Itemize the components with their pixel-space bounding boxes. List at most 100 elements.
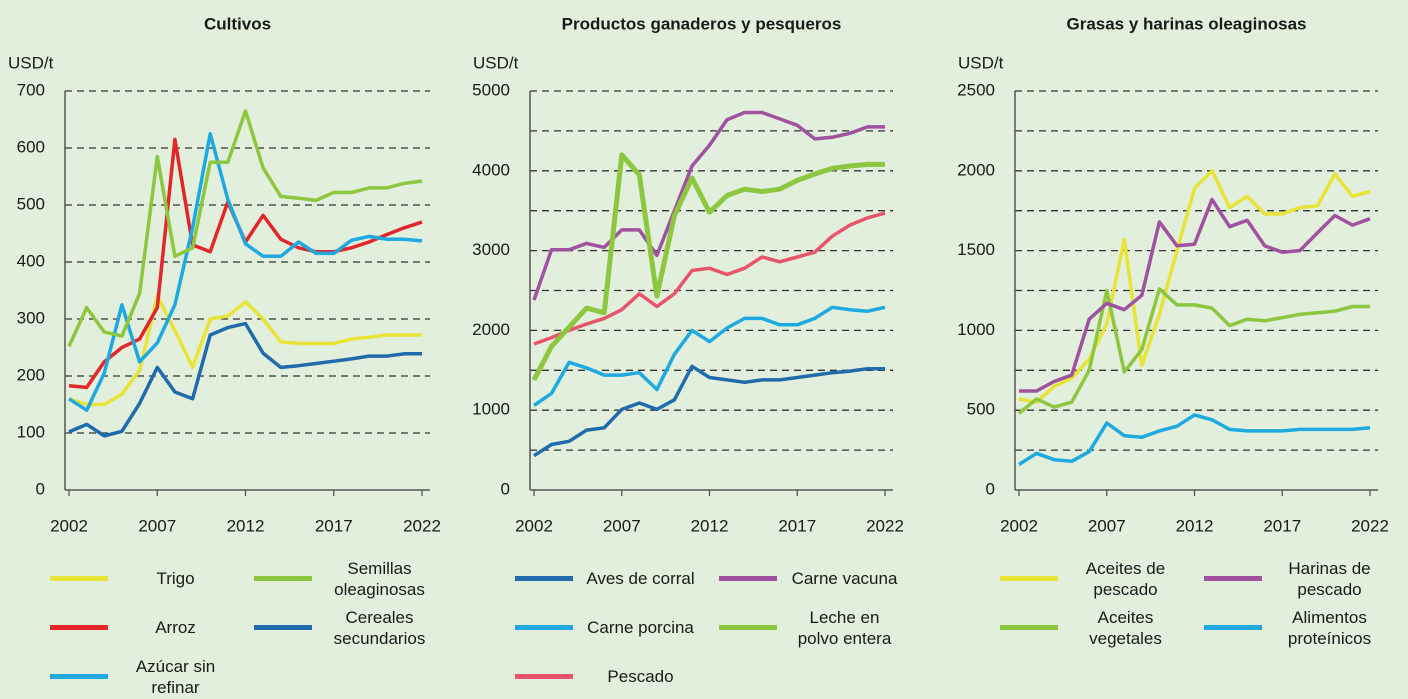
legend-swatch — [254, 576, 312, 581]
legend-item: Alimentos proteínicos — [1204, 605, 1394, 650]
y-tick-label: 0 — [501, 479, 510, 498]
series-line — [68, 137, 423, 390]
x-tick-label: 2022 — [866, 516, 904, 535]
legend-item: Azúcar sin refinar — [50, 654, 240, 699]
legend-label: Carne vacuna — [791, 569, 898, 588]
legend-label: Aceites de pescado — [1085, 558, 1166, 599]
legend-label: Aceites vegetales — [1089, 607, 1162, 648]
legend: Aceites de pescado Aceites vegetales Harin… — [1000, 556, 1394, 650]
legend-swatch — [719, 576, 777, 581]
x-tick-label: 2002 — [50, 516, 88, 535]
series-line — [67, 109, 423, 348]
y-tick-label: 2000 — [957, 160, 995, 179]
x-tick-label: 2017 — [315, 516, 353, 535]
y-tick-label: 500 — [967, 400, 995, 419]
x-tick-label: 2012 — [1176, 516, 1214, 535]
legend-item: Semillas oleaginosas — [254, 556, 444, 601]
x-tick-label: 2022 — [403, 516, 441, 535]
y-tick-label: 1000 — [472, 400, 510, 419]
legend-swatch — [1000, 576, 1058, 581]
y-tick-label: 200 — [17, 365, 45, 384]
legend-swatch — [50, 576, 108, 581]
series-line — [533, 364, 885, 458]
y-tick-label: 2500 — [957, 80, 995, 99]
legend-swatch — [1204, 576, 1262, 581]
legend-label: Pescado — [607, 667, 674, 686]
y-tick-label: 500 — [17, 194, 45, 213]
legend-label: Azúcar sin refinar — [135, 656, 216, 697]
y-tick-label: 0 — [36, 479, 45, 498]
y-tick-label: 2000 — [472, 320, 510, 339]
legend-label: Semillas oleaginosas — [334, 558, 425, 599]
legend: Aves de corral Carne porcina Pescado Carne … — [515, 556, 909, 699]
legend-swatch — [50, 625, 108, 630]
y-tick-label: 0 — [986, 479, 995, 498]
legend-swatch — [1000, 625, 1058, 630]
legend-item: Aceites vegetales — [1000, 605, 1190, 650]
x-tick-label: 2002 — [1000, 516, 1038, 535]
chart-title: Cultivos — [204, 14, 271, 33]
series-line — [531, 152, 885, 382]
chart-title: Grasas y harinas oleaginosas — [1066, 14, 1306, 33]
legend-label: Harinas de pescado — [1288, 558, 1371, 599]
x-tick-label: 2007 — [1088, 516, 1126, 535]
legend-item: Arroz — [50, 605, 240, 650]
legend-item: Carne vacuna — [719, 556, 909, 601]
x-tick-label: 2007 — [603, 516, 641, 535]
series-line — [68, 294, 422, 407]
legend-item: Harinas de pescado — [1204, 556, 1394, 601]
y-tick-label: 4000 — [472, 160, 510, 179]
series-line — [68, 321, 422, 438]
legend-label: Trigo — [156, 569, 195, 588]
legend-label: Leche en polvo entera — [797, 607, 892, 648]
legend-swatch — [50, 674, 108, 679]
x-tick-label: 2017 — [1263, 516, 1301, 535]
legend-swatch — [515, 576, 573, 581]
y-tick-label: 1000 — [957, 320, 995, 339]
legend-swatch — [719, 625, 777, 630]
x-tick-label: 2007 — [138, 516, 176, 535]
legend-swatch — [515, 625, 573, 630]
series-line — [1017, 287, 1370, 415]
chart-title: Productos ganaderos y pesqueros — [562, 14, 842, 33]
y-tick-label: 5000 — [472, 80, 510, 99]
y-axis-label: USD/t — [8, 53, 54, 72]
x-tick-label: 2012 — [227, 516, 265, 535]
y-axis-label: USD/t — [473, 53, 519, 72]
series-line — [533, 305, 886, 407]
legend-swatch — [254, 625, 312, 630]
y-tick-label: 1500 — [957, 240, 995, 259]
series-line — [68, 132, 423, 412]
y-tick-label: 700 — [17, 80, 45, 99]
legend-label: Alimentos proteínicos — [1287, 607, 1372, 648]
series-line — [1018, 413, 1371, 466]
x-tick-label: 2017 — [778, 516, 816, 535]
series-line — [1018, 169, 1371, 404]
legend-item: Aves de corral — [515, 556, 705, 601]
legend-item: Trigo — [50, 556, 240, 601]
legend-label: Carne porcina — [587, 618, 694, 637]
y-tick-label: 300 — [17, 308, 45, 327]
legend-item: Pescado — [515, 654, 705, 699]
x-tick-label: 2002 — [515, 516, 553, 535]
series-line — [533, 211, 886, 346]
y-tick-label: 600 — [17, 137, 45, 156]
legend-label: Cereales secundarios — [333, 607, 426, 648]
y-tick-label: 100 — [17, 422, 45, 441]
legend-item: Leche en polvo entera — [719, 605, 909, 650]
legend-label: Arroz — [155, 618, 196, 637]
series-line — [532, 110, 885, 301]
legend-swatch — [515, 674, 573, 679]
y-tick-label: 400 — [17, 251, 45, 270]
legend-label: Aves de corral — [586, 569, 695, 588]
legend-swatch — [1204, 625, 1262, 630]
y-tick-label: 3000 — [472, 240, 510, 259]
x-tick-label: 2022 — [1351, 516, 1389, 535]
legend-item: Carne porcina — [515, 605, 705, 650]
legend: Trigo Arroz Azúcar sin refinar Semillas ole… — [50, 556, 444, 699]
legend-item: Aceites de pescado — [1000, 556, 1190, 601]
x-tick-label: 2012 — [691, 516, 729, 535]
y-axis-label: USD/t — [958, 53, 1004, 72]
